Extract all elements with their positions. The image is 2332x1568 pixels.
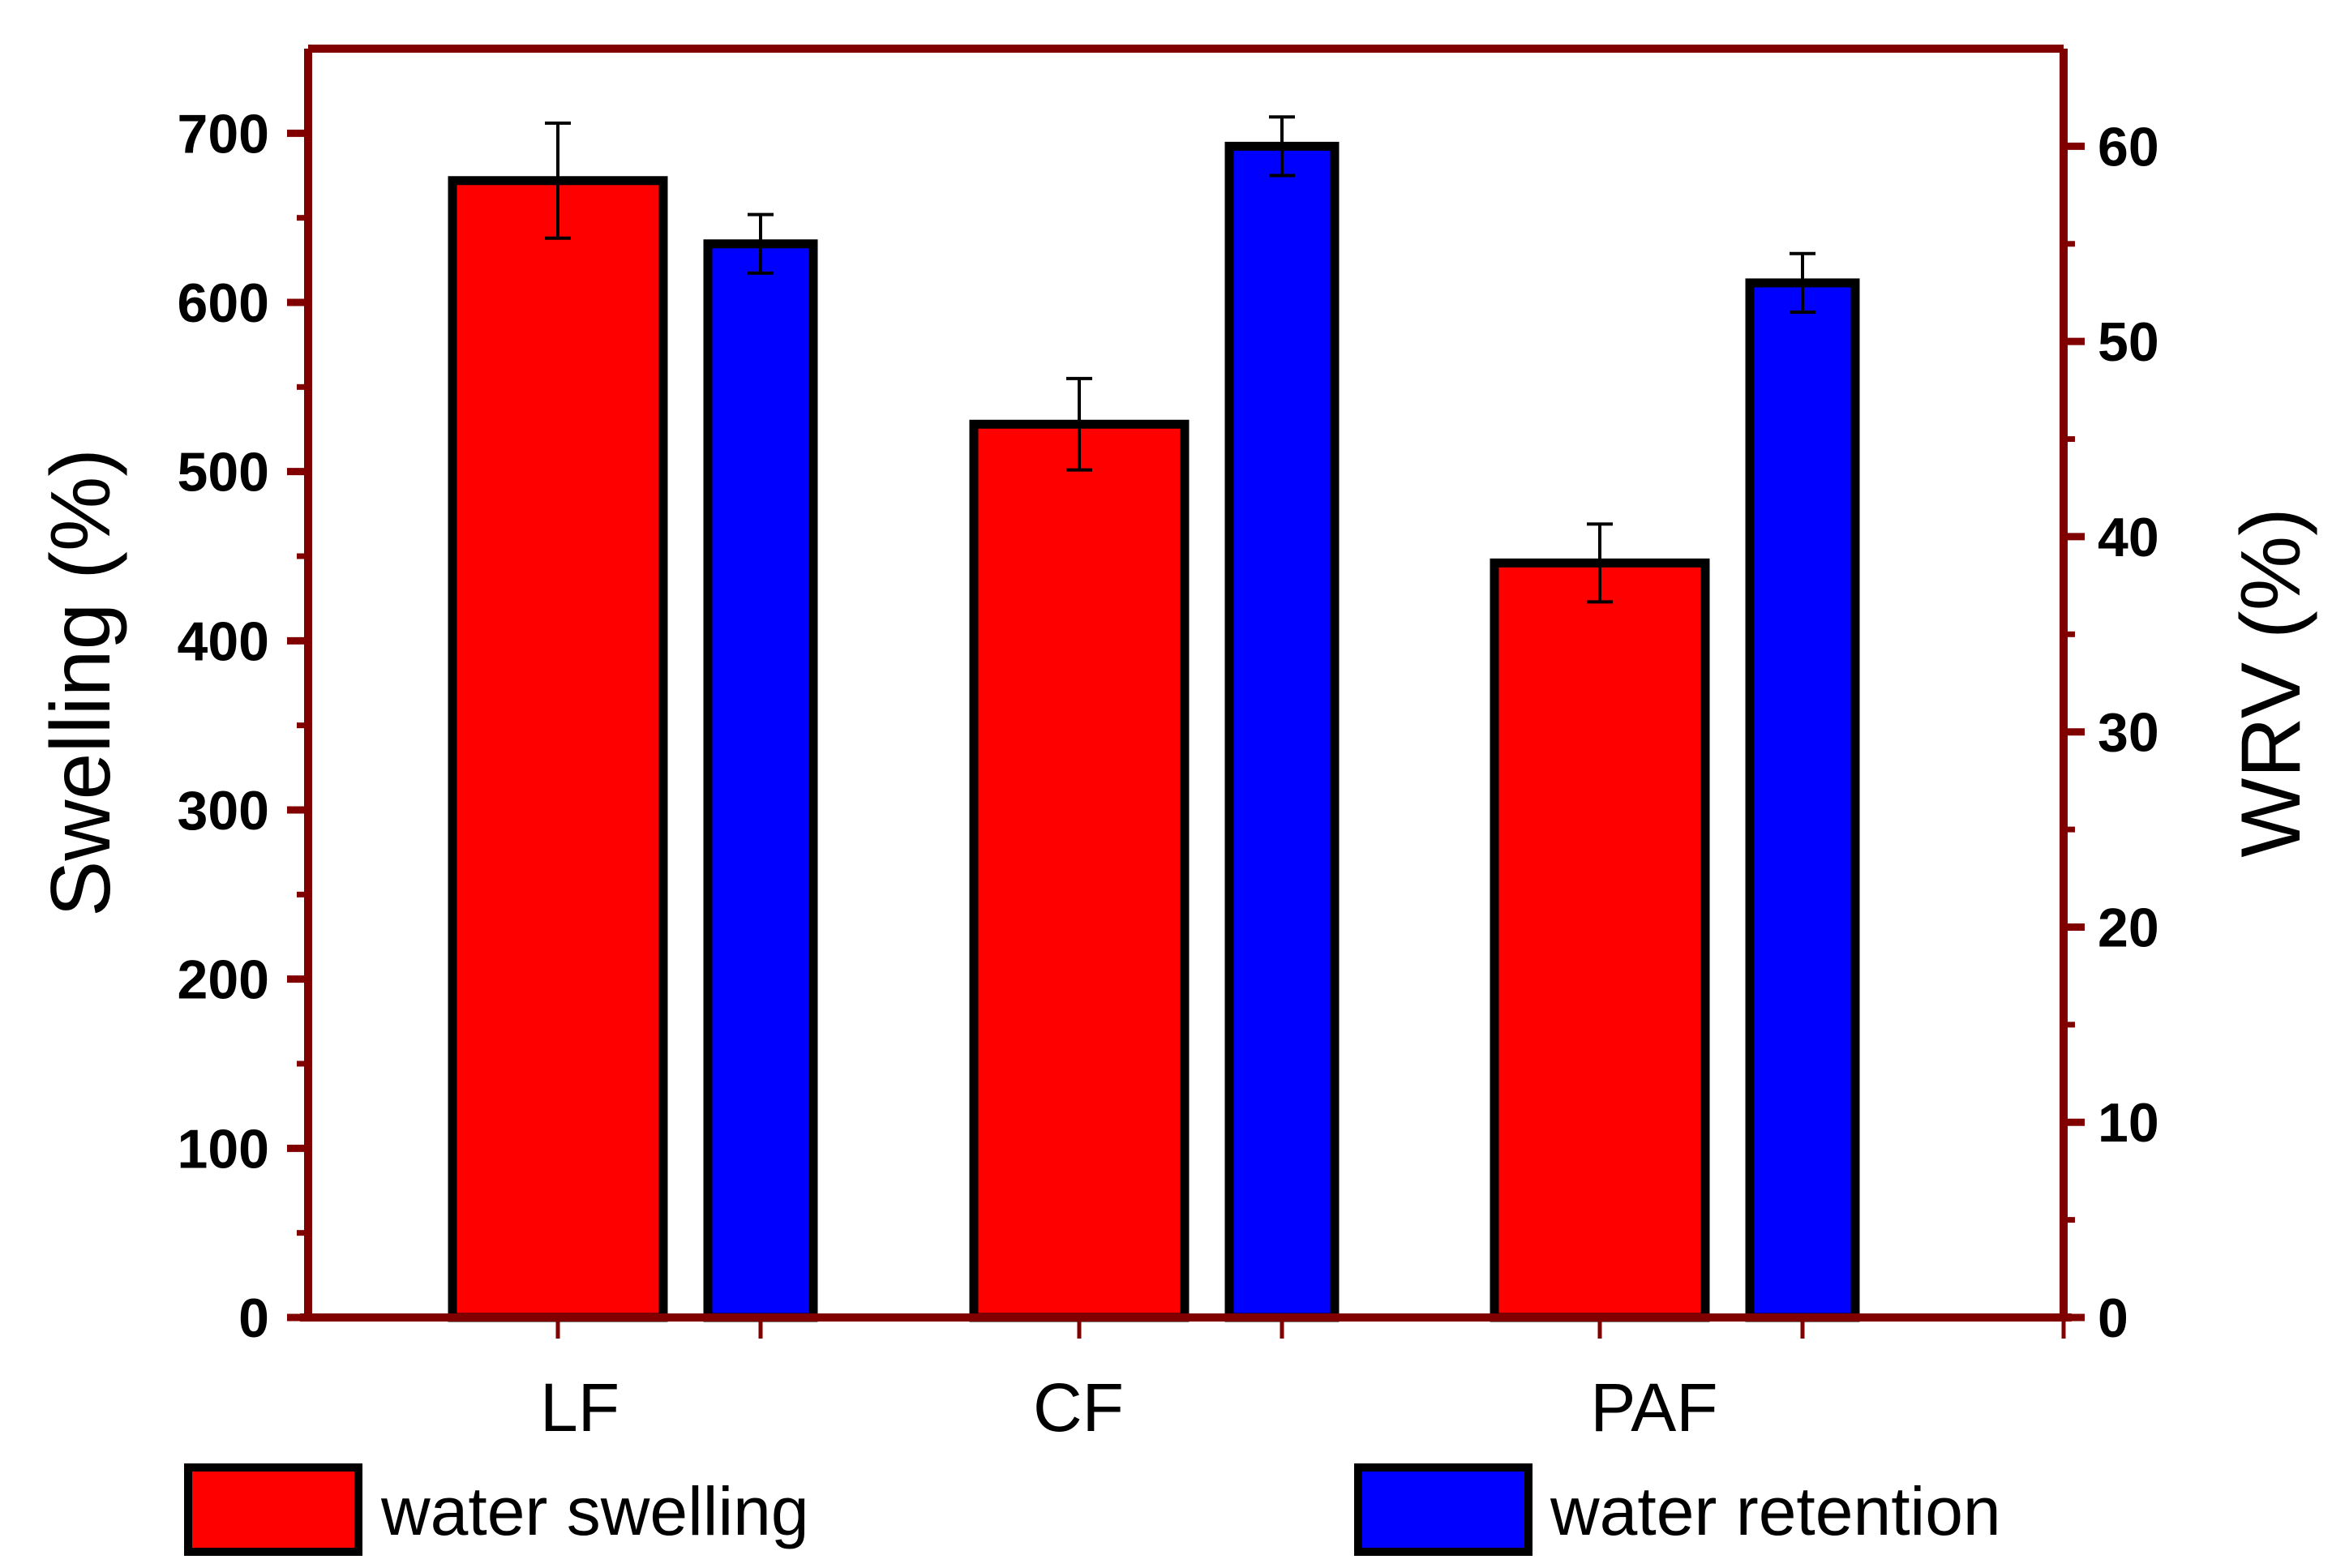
axis-ticks: 0 100 200 300 400 500 600 700 0 10 20 30 40 50 60 LF CF P… [178,103,2159,1446]
y-left-tick-label: 500 [178,442,269,503]
bar-retention-cf [1224,141,1340,1322]
bar-retention-lf [703,239,818,1322]
legend-label: water swelling [380,1473,809,1549]
y-right-tick-label: 20 [2098,897,2159,958]
x-category-label: LF [540,1369,619,1446]
x-category-label: CF [1033,1369,1124,1446]
y-axis-left-title: Swelling (%) [34,448,128,917]
bars-layer [448,141,1860,1322]
bar-swelling-paf [1490,558,1710,1322]
y-right-tick-label: 10 [2098,1092,2159,1154]
error-bars-layer [545,115,1815,604]
x-category-label: PAF [1590,1369,1717,1446]
y-right-tick-label: 60 [2098,116,2159,178]
bar-swelling-cf [969,419,1190,1322]
y-left-tick-label: 200 [178,949,269,1011]
bar-retention-paf [1745,278,1860,1322]
y-left-tick-label: 600 [178,272,269,334]
bar-swelling-lf [448,176,668,1322]
legend-swatch [1354,1463,1533,1556]
y-right-tick-label: 40 [2098,507,2159,568]
y-left-tick-label: 100 [178,1118,269,1180]
y-right-tick-label: 50 [2098,311,2159,373]
legend-swatch [184,1463,362,1556]
y-axis-right-title: WRV (%) [2224,508,2318,857]
y-left-tick-label: 700 [178,103,269,165]
legend-label: water retention [1550,1473,2001,1549]
y-right-tick-label: 30 [2098,702,2159,764]
y-left-tick-label: 0 [238,1287,269,1349]
y-right-tick-label: 0 [2098,1287,2128,1349]
y-left-tick-label: 300 [178,780,269,842]
legend: water swelling water retention [184,1463,2001,1556]
plot-frame [300,45,2072,1322]
y-left-tick-label: 400 [178,610,269,672]
